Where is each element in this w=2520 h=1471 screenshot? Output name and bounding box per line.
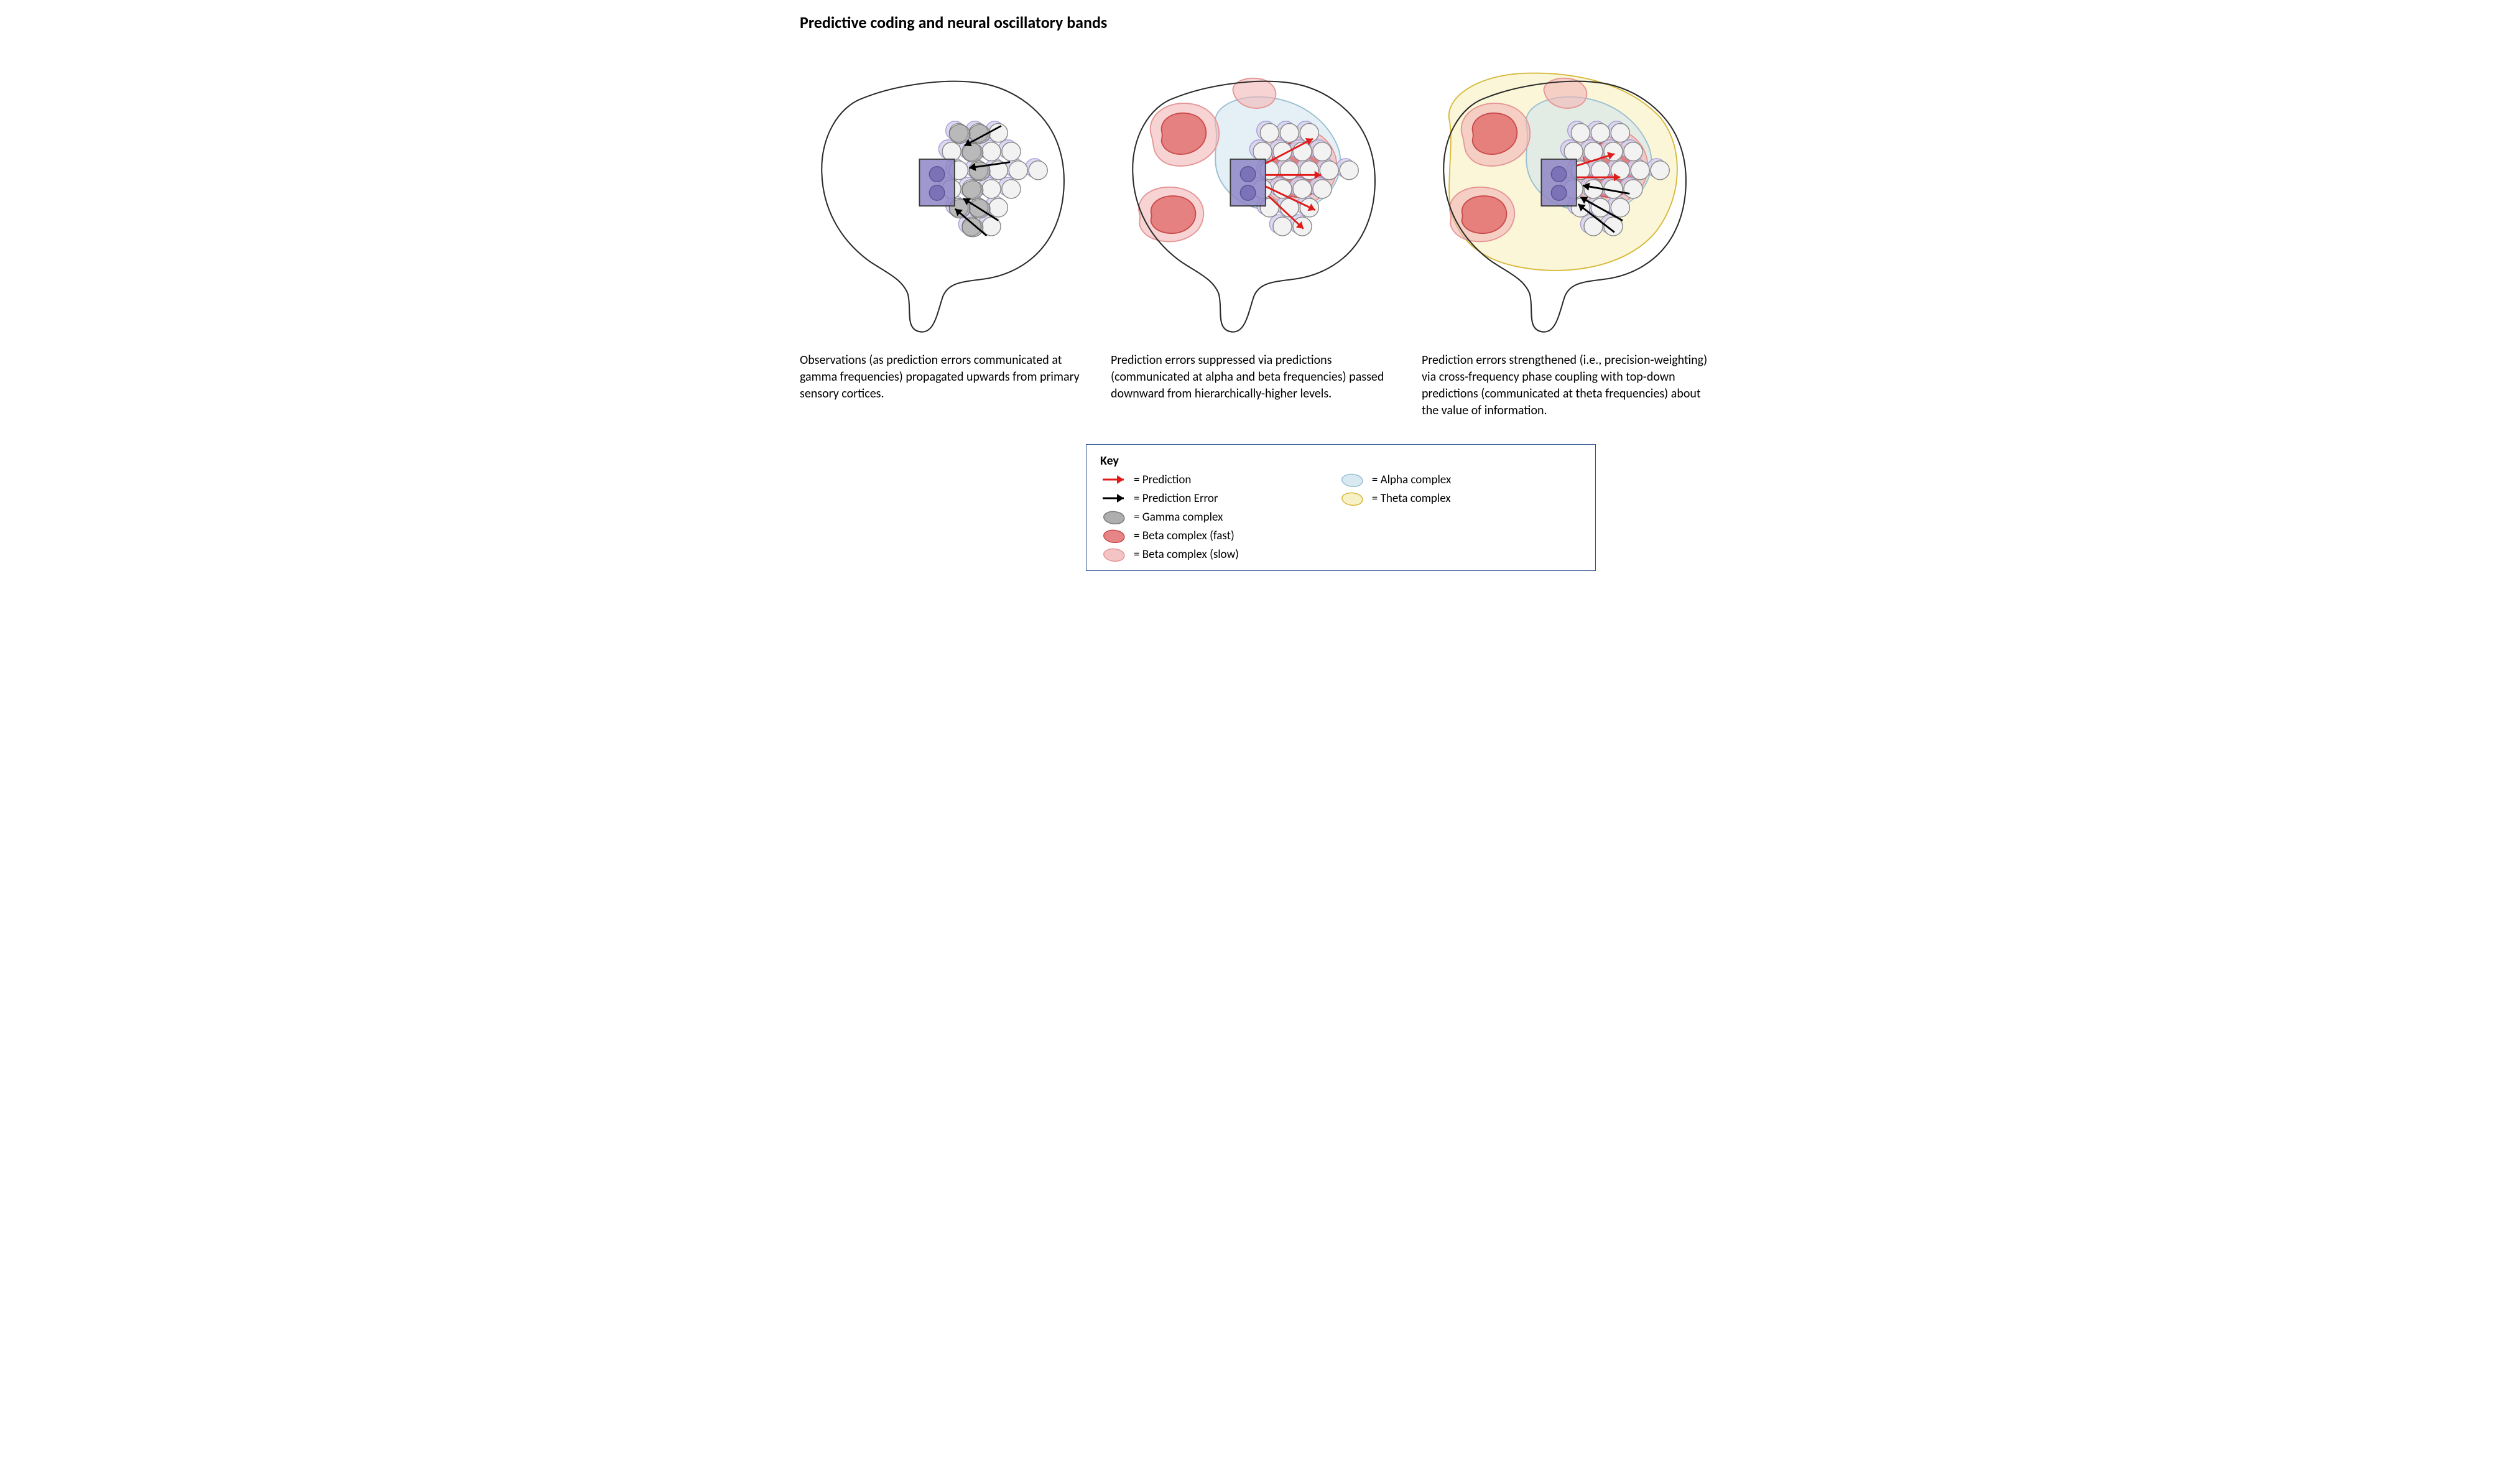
legend-item: = Gamma complex (1100, 509, 1239, 524)
brain-b (1111, 51, 1409, 343)
panel-row: Observations (as prediction errors commu… (800, 51, 1720, 419)
legend-label: = Gamma complex (1134, 510, 1223, 524)
panel-b: Prediction errors suppressed via predict… (1111, 51, 1409, 419)
panel-a: Observations (as prediction errors commu… (800, 51, 1098, 419)
legend-label: = Prediction Error (1134, 491, 1218, 506)
legend-item: = Prediction Error (1100, 491, 1239, 506)
panel-c: Prediction errors strengthened (i.e., pr… (1422, 51, 1720, 419)
legend-item: = Beta complex (slow) (1100, 547, 1239, 562)
legend-item: = Theta complex (1338, 491, 1451, 506)
brain-a (800, 51, 1098, 343)
legend-item: = Prediction (1100, 472, 1239, 487)
legend-item: = Alpha complex (1338, 472, 1451, 487)
legend-title: Key (1100, 453, 1582, 468)
legend-label: = Beta complex (slow) (1134, 547, 1239, 562)
legend-item: = Beta complex (fast) (1100, 528, 1239, 543)
legend-left: = Prediction = Prediction Error = Gamma co… (1100, 472, 1239, 562)
legend-label: = Prediction (1134, 473, 1191, 487)
legend-label: = Beta complex (fast) (1134, 529, 1235, 543)
legend-right: = Alpha complex = Theta complex (1338, 472, 1451, 562)
legend-box: Key = Prediction = Prediction Error = Gamm… (1086, 444, 1596, 571)
legend-label: = Theta complex (1372, 491, 1451, 506)
caption-a: Observations (as prediction errors commu… (800, 352, 1086, 402)
legend-label: = Alpha complex (1372, 473, 1451, 487)
brain-c (1422, 51, 1720, 343)
page-title: Predictive coding and neural oscillatory… (800, 12, 1720, 32)
caption-c: Prediction errors strengthened (i.e., pr… (1422, 352, 1708, 419)
caption-b: Prediction errors suppressed via predict… (1111, 352, 1397, 402)
